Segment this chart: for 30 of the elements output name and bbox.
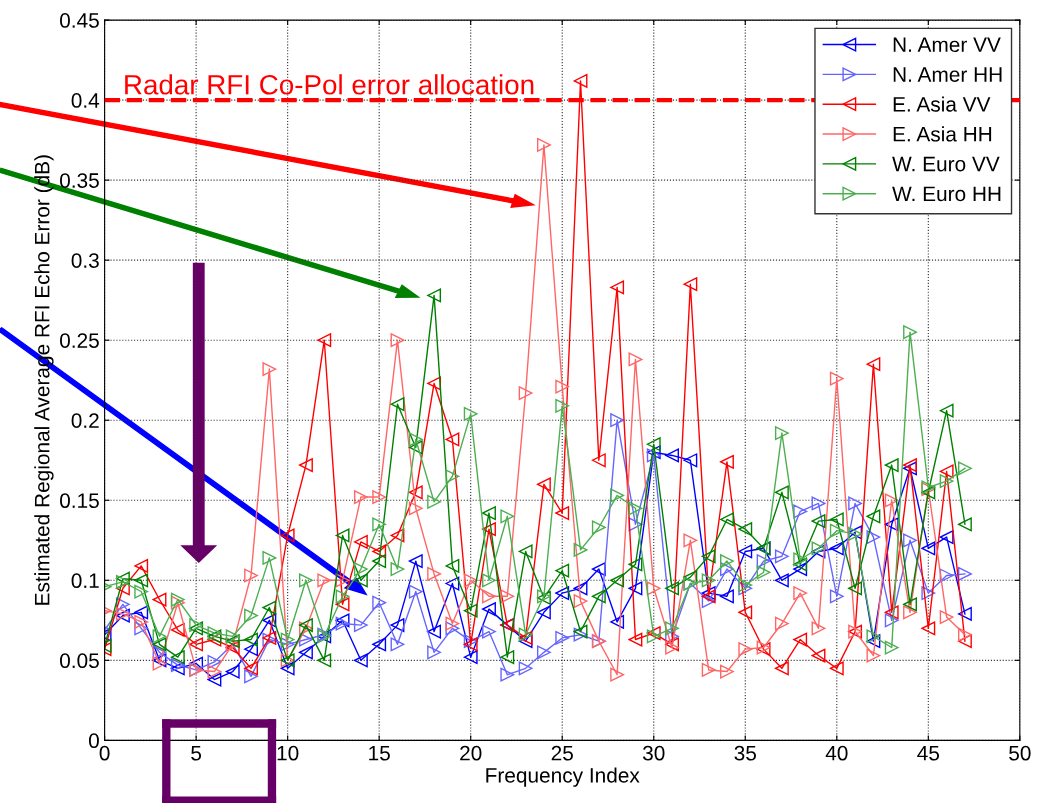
x-tick-label: 45 [917, 745, 940, 761]
x-tick-label: 10 [277, 745, 299, 761]
x-tick-label: 20 [460, 745, 482, 761]
x-tick-label: 5 [191, 745, 202, 761]
y-tick-label: 0.2 [71, 413, 99, 428]
y-tick-label: 0.25 [60, 333, 99, 348]
legend-label: E. Asia HH [893, 126, 992, 142]
x-axis-title: Frequency Index [486, 767, 640, 787]
y-tick-label: 0.4 [71, 93, 100, 108]
legend-label: W. Euro HH [892, 186, 1001, 202]
x-tick-label: 50 [1009, 745, 1031, 761]
y-tick-label: 0.15 [60, 493, 99, 509]
x-tick-label: 30 [642, 745, 665, 761]
legend-label: N. Amer HH [893, 67, 1002, 82]
y-tick-label: 0.1 [71, 573, 99, 589]
x-tick-label: 40 [825, 745, 848, 761]
legend-label: N. Amer VV [893, 37, 1001, 53]
y-tick-label: 0.05 [60, 653, 99, 669]
y-tick-label: 0.35 [60, 173, 99, 188]
y-tick-label: 0.45 [60, 13, 99, 28]
y-axis-title: Estimated Regional Average RFI Echo Error (dB) [34, 155, 54, 605]
y-tick-label: 0 [88, 733, 99, 749]
legend-label: W. Euro VV [892, 156, 1000, 172]
x-tick-label: 35 [734, 745, 756, 761]
x-tick-label: 15 [369, 745, 390, 761]
y-tick-label: 0.3 [71, 253, 99, 268]
x-tick-label: 0 [99, 745, 110, 761]
x-tick-label: 25 [551, 745, 573, 761]
legend-label: E. Asia VV [893, 96, 991, 112]
ref-line-label: Radar RFI Co-Pol error allocation [125, 74, 534, 95]
